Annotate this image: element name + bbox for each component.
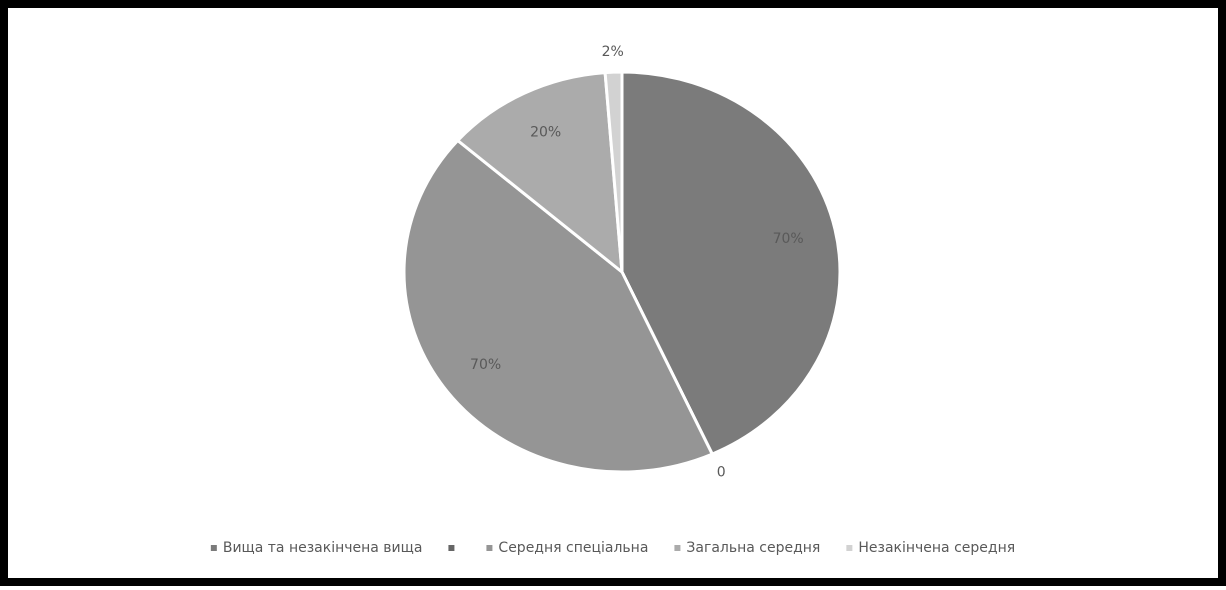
legend-label: Середня спеціальна	[498, 540, 648, 556]
data-label: 2%	[602, 44, 624, 60]
pie-slice	[402, 138, 715, 474]
legend: Вища та незакінчена вища Середня спеціаль…	[210, 540, 1015, 556]
data-label: 20%	[530, 125, 561, 141]
data-label: 70%	[773, 231, 804, 247]
legend-marker	[846, 545, 853, 551]
pie-slice	[603, 70, 624, 273]
legend-marker	[486, 545, 493, 551]
data-label: 0	[717, 464, 726, 480]
legend-marker	[674, 545, 681, 551]
legend-marker	[210, 545, 217, 551]
data-label: 70%	[470, 357, 501, 373]
pie-slice	[455, 70, 624, 276]
pie-slice	[620, 70, 842, 457]
legend-label: Незакінчена середня	[858, 540, 1015, 556]
legend-label: Вища та незакінчена вища	[223, 540, 423, 556]
legend-marker	[448, 545, 455, 551]
legend-label: Загальна середня	[686, 540, 820, 556]
